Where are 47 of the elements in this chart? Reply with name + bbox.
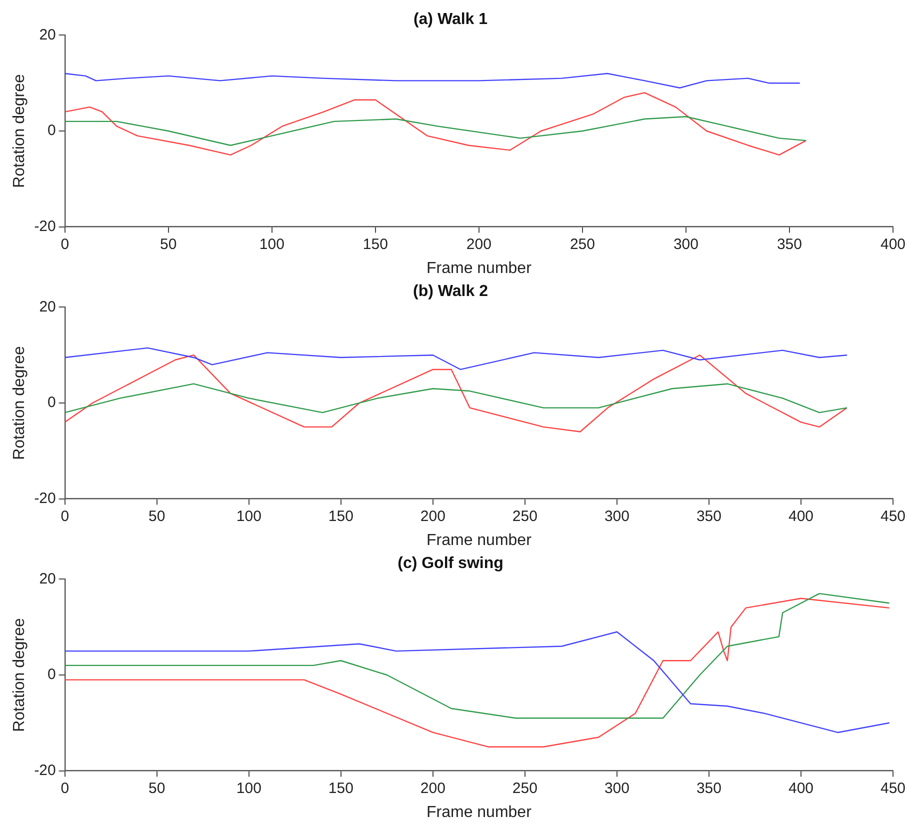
- x-tick-label: 400: [788, 780, 814, 797]
- x-tick-label: 50: [148, 508, 166, 525]
- x-tick-label: 400: [880, 236, 906, 253]
- x-tick-label: 200: [466, 236, 492, 253]
- x-tick-label: 450: [880, 508, 906, 525]
- x-tick-label: 200: [420, 508, 446, 525]
- y-tick-label: -20: [34, 218, 56, 235]
- x-tick-label: 400: [788, 508, 814, 525]
- x-tick-label: 300: [673, 236, 698, 253]
- x-tick-label: 150: [328, 508, 354, 525]
- x-tick-label: 100: [236, 780, 262, 797]
- x-tick-label: 50: [148, 780, 166, 797]
- y-axis-title: Rotation degree: [11, 618, 28, 732]
- x-tick-label: 150: [362, 236, 388, 253]
- x-tick-label: 100: [259, 236, 284, 253]
- x-tick-label: 0: [60, 236, 70, 253]
- y-tick-label: -20: [34, 490, 56, 507]
- y-tick-label: 20: [39, 298, 56, 316]
- x-axis-title: Frame number: [426, 804, 532, 821]
- y-tick-label: 20: [39, 26, 56, 44]
- x-axis-title: Frame number: [426, 532, 532, 549]
- chart-title: (c) Golf swing: [398, 555, 504, 572]
- x-axis-title: Frame number: [426, 260, 532, 277]
- y-tick-label: 0: [48, 122, 56, 140]
- y-tick-label: 0: [48, 394, 56, 412]
- x-tick-label: 250: [570, 236, 595, 253]
- x-tick-label: 350: [776, 236, 802, 253]
- x-tick-label: 250: [512, 780, 538, 797]
- y-tick-label: 20: [39, 570, 56, 588]
- y-tick-label: 0: [48, 666, 56, 684]
- x-tick-label: 0: [60, 780, 70, 797]
- x-tick-label: 300: [604, 508, 630, 525]
- x-tick-label: 0: [60, 508, 70, 525]
- x-tick-label: 350: [696, 508, 722, 525]
- x-tick-label: 250: [512, 508, 538, 525]
- chart-title: (a) Walk 1: [413, 11, 488, 28]
- y-axis-title: Rotation degree: [11, 74, 28, 188]
- x-tick-label: 150: [328, 780, 354, 797]
- x-tick-label: 300: [604, 780, 630, 797]
- y-axis-title: Rotation degree: [11, 346, 28, 460]
- x-tick-label: 50: [160, 236, 177, 253]
- x-tick-label: 450: [880, 780, 906, 797]
- x-tick-label: 350: [696, 780, 722, 797]
- x-tick-label: 100: [236, 508, 262, 525]
- y-tick-label: -20: [34, 762, 56, 779]
- chart-title: (b) Walk 2: [413, 283, 488, 300]
- x-tick-label: 200: [420, 780, 446, 797]
